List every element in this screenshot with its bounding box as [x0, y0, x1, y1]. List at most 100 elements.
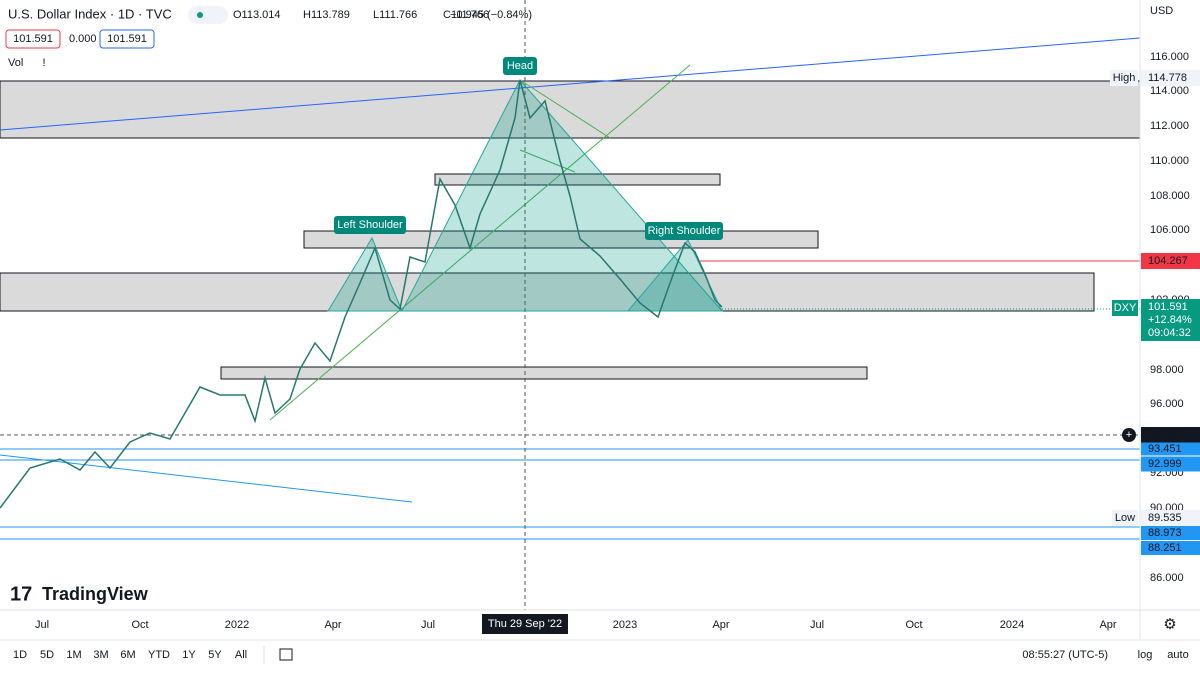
overlay: Head Left Shoulder Right Shoulder U.S. Doll… — [5, 0, 1200, 664]
last-price-bg — [1141, 299, 1200, 341]
level-label: 92.999 — [1148, 458, 1182, 470]
price-tick: 98.000 — [1150, 364, 1184, 376]
symbol-title: U.S. Dollar Index · 1D · TVC — [8, 6, 172, 21]
pattern-triangle — [327, 236, 403, 312]
range-button[interactable]: 3M — [93, 649, 108, 661]
annotation: Left Shoulder — [337, 219, 403, 231]
time-tick: Apr — [1099, 619, 1116, 631]
countdown: 09:04:32 — [1148, 327, 1191, 339]
time-tick: 2022 — [225, 619, 249, 631]
annotation: Head — [507, 60, 533, 72]
time-tick: Apr — [324, 619, 341, 631]
range-button[interactable]: 1D — [13, 649, 27, 661]
trend-line — [0, 454, 413, 503]
trend-line — [519, 79, 611, 139]
time-tick: Oct — [905, 619, 922, 631]
level-label-bg — [1141, 526, 1200, 540]
quote-box — [5, 29, 61, 49]
high-price: 114.778 — [1148, 72, 1187, 84]
time-tick: Oct — [131, 619, 148, 631]
plot — [0, 0, 1141, 610]
logo: TradingView — [42, 584, 149, 604]
ohlc-change: −0.945 (−0.84%) — [450, 9, 532, 21]
range-button[interactable]: YTD — [148, 649, 170, 661]
ohlc-close: C111.766 — [443, 9, 489, 21]
low-tag: Low — [1115, 512, 1135, 524]
range-button[interactable]: All — [235, 649, 247, 661]
symbol-tag: DXY — [1114, 302, 1137, 314]
level-label: 104.267 — [1148, 255, 1188, 267]
time-tick: Apr — [712, 619, 729, 631]
annotation-box — [334, 216, 406, 234]
zone — [0, 272, 1095, 312]
last-change: +12.84% — [1148, 314, 1192, 326]
level-label-bg — [1141, 442, 1200, 456]
zone — [0, 80, 1141, 139]
ohlc-high: H113.789 — [303, 9, 350, 21]
price-tick: 108.000 — [1150, 190, 1190, 202]
time-tick: Jul — [35, 619, 49, 631]
quote-box — [99, 29, 155, 49]
price-tick: 96.000 — [1150, 398, 1184, 410]
level-label: 88.973 — [1148, 527, 1182, 539]
trend-line — [0, 37, 1141, 131]
time-tick: Jul — [810, 619, 824, 631]
range-button[interactable]: 1Y — [182, 649, 196, 661]
crosshair-date: Thu 29 Sep '22 — [488, 618, 562, 630]
low-price-bg — [1141, 510, 1200, 526]
price-tick: 112.000 — [1150, 120, 1189, 132]
high-price-bg — [1141, 70, 1200, 86]
time-tick: Jul — [421, 619, 435, 631]
price-tick: 106.000 — [1150, 224, 1190, 236]
ohlc-open: O113.014 — [233, 9, 281, 21]
level-label-bg — [1141, 456, 1200, 472]
level-label: 88.251 — [1148, 542, 1182, 554]
time-tick: 2024 — [1000, 619, 1024, 631]
range-button[interactable]: 5D — [40, 649, 54, 661]
volume-label: Vol — [8, 57, 23, 69]
trend-line — [269, 64, 691, 421]
ohlc-low: L111.766 — [373, 9, 417, 21]
symbol-tag-bg — [1112, 300, 1138, 316]
price-tick: 110.000 — [1150, 155, 1189, 167]
time-tick: 2023 — [613, 619, 637, 631]
option[interactable]: auto — [1167, 649, 1188, 661]
crosshair-date-bg — [482, 614, 568, 634]
level-label: 93.451 — [1148, 443, 1182, 455]
zone — [434, 173, 721, 186]
quote: 101.591 — [107, 33, 147, 45]
option[interactable]: log — [1138, 649, 1153, 661]
range-button[interactable]: 5Y — [208, 649, 222, 661]
pattern-triangle — [401, 79, 724, 312]
last-price: 101.591 — [1148, 301, 1188, 313]
range-button[interactable]: 1M — [66, 649, 81, 661]
low-price: 89.535 — [1148, 512, 1182, 524]
settings-icon: ⚙ — [1163, 616, 1176, 633]
crosshair-price-bg — [1141, 427, 1200, 443]
level-label-bg — [1141, 541, 1200, 555]
logo-mark: 17 — [10, 583, 32, 605]
add-button[interactable] — [1122, 428, 1136, 442]
volume-alert: ! — [42, 57, 45, 69]
range-button[interactable]: 6M — [120, 649, 135, 661]
price-tick: 114.000 — [1150, 85, 1189, 97]
crosshair-price: 94.262 — [1148, 429, 1182, 441]
annotation-box — [503, 57, 537, 75]
date-range-icon[interactable] — [279, 648, 293, 661]
quote: 0.000 — [69, 33, 97, 45]
add-icon: + — [1126, 429, 1132, 441]
currency[interactable]: USD — [1150, 5, 1173, 17]
status-pill — [188, 6, 228, 24]
price-tick: 86.000 — [1150, 572, 1184, 584]
annotation: Right Shoulder — [648, 225, 721, 237]
clock: 08:55:27 (UTC-5) — [1022, 649, 1108, 661]
high-tag: High — [1113, 72, 1136, 84]
trend-line — [519, 149, 576, 173]
low-tag-bg — [1112, 510, 1138, 526]
price-path — [0, 79, 723, 509]
quote: 101.591 — [13, 33, 53, 45]
zone — [220, 366, 868, 380]
high-tag-bg — [1110, 70, 1138, 86]
